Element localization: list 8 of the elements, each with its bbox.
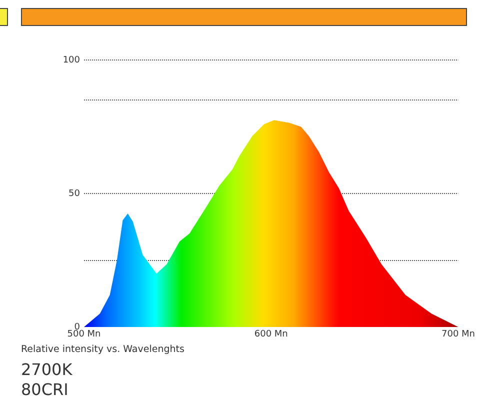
x-tick-label: 700 Mn bbox=[441, 330, 476, 340]
x-tick-label: 600 Mn bbox=[254, 330, 288, 340]
x-tick-label: 500 Mn bbox=[67, 330, 101, 340]
text: 2700K bbox=[21, 360, 72, 379]
x-axis-title: Relative intensity vs. Wavelenghts bbox=[21, 344, 184, 355]
y-tick-label: 100 bbox=[62, 55, 80, 66]
text: 80CRI bbox=[21, 380, 68, 399]
y-tick-label: 50 bbox=[68, 188, 80, 199]
